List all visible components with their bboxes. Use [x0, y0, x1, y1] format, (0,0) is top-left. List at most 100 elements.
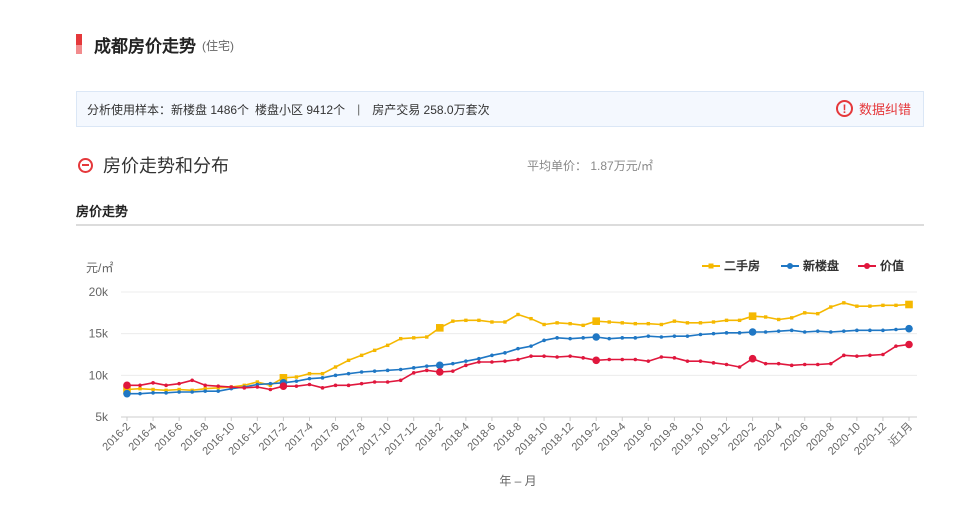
series-point-3: [868, 353, 872, 358]
series-point-2: [529, 344, 533, 348]
y-tick-label: 5k: [95, 410, 109, 424]
series-point-2: [268, 381, 273, 386]
legend-label: 新楼盘: [803, 258, 839, 273]
series-point-2: [464, 359, 468, 363]
series-point-2: [607, 336, 612, 341]
series-point-1: [529, 316, 533, 321]
series-point-1: [151, 387, 155, 392]
series-point-3: [268, 387, 273, 392]
x-tick-label: 2018-6: [465, 421, 498, 454]
series-point-3: [894, 344, 898, 348]
x-tick-label: 2017-6: [309, 421, 342, 454]
series-point-1: [724, 318, 729, 323]
series-point-1: [477, 318, 481, 323]
series-point-2: [842, 329, 846, 333]
average-price: 平均单价： 1.87万元/㎡: [527, 157, 653, 174]
series-point-2: [255, 382, 260, 387]
series-point-2: [776, 329, 781, 333]
series-point-2: [542, 338, 546, 343]
series-point-2: [164, 391, 168, 395]
series-point-3: [333, 383, 338, 388]
series-point-1: [425, 335, 429, 339]
series-point-1: [748, 312, 757, 320]
series-point-3: [123, 381, 131, 390]
y-axis-label: 元/㎡: [86, 261, 113, 275]
exclamation-circle-icon: !: [835, 100, 853, 117]
data-correction-link[interactable]: ! 数据纠错: [835, 99, 911, 118]
series-point-3: [646, 359, 651, 363]
series-point-1: [164, 388, 168, 393]
series-point-2: [815, 329, 820, 333]
average-price-value: 1.87万元/㎡: [590, 159, 654, 173]
series-point-3: [763, 361, 768, 366]
series-point-3: [503, 359, 507, 363]
series-point-1: [568, 321, 572, 326]
series-point-2: [424, 364, 429, 368]
series-point-3: [177, 381, 181, 386]
series-point-2: [398, 367, 403, 372]
legend-label: 价值: [880, 258, 904, 273]
x-tick-label: 2018-4: [439, 421, 472, 454]
series-point-2: [581, 336, 585, 340]
series-point-2: [659, 335, 664, 339]
series-point-2: [151, 391, 155, 395]
page-title-sub: (住宅): [202, 38, 234, 53]
series-point-3: [789, 363, 794, 368]
series-point-1: [894, 303, 898, 308]
series-point-1: [698, 321, 703, 325]
series-point-3: [633, 357, 638, 362]
series-point-3: [294, 384, 299, 388]
series-point-2: [881, 328, 885, 333]
series-point-3: [451, 369, 455, 373]
x-tick-label: 2020-2: [726, 421, 759, 454]
series-point-3: [855, 354, 859, 358]
series-point-3: [477, 360, 481, 364]
series-point-3: [229, 385, 234, 389]
sample-info-bar: 分析使用样本： 新楼盘 1486个 楼盘小区 9412个 | 房产交易 258.…: [76, 91, 924, 127]
series-point-3: [385, 380, 390, 384]
collapse-minus-icon[interactable]: [78, 157, 93, 173]
series-point-1: [711, 320, 716, 324]
series-point-3: [724, 362, 729, 367]
y-tick-label: 20k: [89, 285, 109, 299]
series-point-1: [829, 305, 833, 309]
series-point-3: [203, 383, 207, 388]
legend-swatch-marker: [708, 263, 714, 269]
series-point-1: [399, 336, 403, 341]
legend-label: 二手房: [724, 258, 760, 273]
series-point-1: [516, 312, 520, 317]
x-tick-label: 2019-2: [570, 421, 603, 454]
series-point-2: [451, 361, 455, 366]
series-point-1: [659, 322, 664, 327]
series-point-1: [592, 317, 600, 325]
series-point-2: [737, 331, 742, 335]
sample-label: 分析使用样本：: [87, 102, 172, 117]
series-point-1: [279, 374, 288, 382]
series-point-2: [216, 389, 221, 393]
price-trend-chart: 5k10k15k20k元/㎡2016-22016-42016-62016-820…: [86, 258, 917, 488]
series-point-1: [737, 318, 742, 323]
series-point-3: [737, 365, 742, 369]
series-point-1: [607, 320, 611, 324]
series-point-2: [698, 332, 703, 337]
series-point-1: [294, 375, 299, 379]
series-point-3: [607, 357, 612, 362]
series-point-2: [633, 336, 638, 340]
series-point-3: [346, 383, 351, 388]
series-point-1: [177, 387, 181, 392]
x-tick-label: 2018-2: [413, 421, 446, 454]
series-point-1: [346, 358, 351, 363]
series-point-1: [307, 371, 312, 376]
series-point-2: [359, 370, 364, 374]
series-point-1: [372, 348, 377, 353]
series-point-3: [802, 362, 807, 367]
series-point-3: [359, 381, 364, 386]
series-point-2: [203, 389, 207, 393]
series-point-3: [711, 361, 716, 365]
series-point-1: [490, 320, 494, 324]
series-point-2: [748, 328, 757, 336]
series-point-1: [385, 343, 390, 348]
series-point-3: [905, 340, 913, 349]
series-point-2: [123, 389, 131, 398]
data-correction-label: 数据纠错: [858, 102, 911, 117]
